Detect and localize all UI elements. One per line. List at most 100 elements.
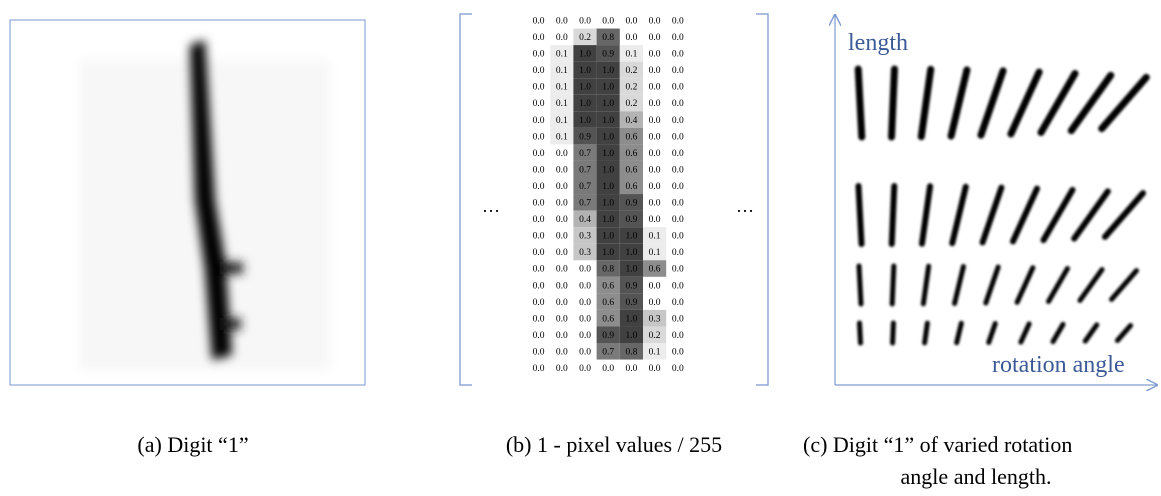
cell-value: 0.0 <box>625 16 637 26</box>
cell-value: 0.0 <box>672 298 684 308</box>
digit-stroke <box>892 186 895 244</box>
cell-value: 0.0 <box>579 281 591 291</box>
digit-stroke <box>951 70 967 136</box>
cell-value: 0.6 <box>602 298 614 308</box>
cell-value: 0.9 <box>579 132 591 142</box>
cell-value: 1.0 <box>602 66 614 76</box>
cell-value: 0.0 <box>579 265 591 275</box>
cell-value: 0.0 <box>556 215 568 225</box>
digit-stroke <box>1080 270 1102 301</box>
cell-value: 0.0 <box>672 232 684 242</box>
cell-value: 0.9 <box>602 331 614 341</box>
cell-value: 0.9 <box>602 50 614 60</box>
cell-value: 0.0 <box>672 66 684 76</box>
cell-value: 0.0 <box>533 364 545 374</box>
cell-value: 0.0 <box>533 182 545 192</box>
digit-stroke <box>1044 190 1073 240</box>
cell-value: 0.0 <box>556 248 568 258</box>
cell-value: 0.0 <box>533 149 545 159</box>
cell-value: 0.7 <box>579 199 591 209</box>
cell-value: 0.2 <box>625 66 637 76</box>
cell-value: 0.0 <box>556 149 568 159</box>
cell-value: 0.0 <box>533 232 545 242</box>
cell-value: 1.0 <box>602 199 614 209</box>
digit-stroke <box>983 188 1002 243</box>
digit-stroke <box>957 323 962 342</box>
digit-stroke <box>1041 74 1075 133</box>
cell-value: 0.0 <box>649 116 661 126</box>
cell-value: 0.7 <box>579 165 591 175</box>
cell-value: 0.0 <box>625 364 637 374</box>
digit-stroke <box>1021 324 1029 342</box>
cell-value: 0.0 <box>672 132 684 142</box>
cell-value: 0.0 <box>672 364 684 374</box>
caption: (c) Digit “1” of varied rotation <box>803 432 1072 457</box>
cell-value: 0.0 <box>533 99 545 109</box>
cell-value: 0.0 <box>556 182 568 192</box>
cell-value: 0.0 <box>649 281 661 291</box>
digit-stroke <box>858 69 862 137</box>
cell-value: 1.0 <box>602 232 614 242</box>
cell-value: 0.1 <box>556 116 568 126</box>
cell-value: 0.0 <box>533 165 545 175</box>
cell-value: 0.0 <box>672 314 684 324</box>
cell-value: 0.0 <box>533 298 545 308</box>
right-bracket <box>756 14 768 385</box>
cell-value: 0.0 <box>649 199 661 209</box>
cell-value: 0.0 <box>649 149 661 159</box>
cell-value: 1.0 <box>602 149 614 159</box>
cell-value: 0.0 <box>533 16 545 26</box>
cell-value: 0.0 <box>579 364 591 374</box>
cell-value: 1.0 <box>625 314 637 324</box>
digit-stroke <box>1053 324 1063 341</box>
cell-value: 0.0 <box>556 314 568 324</box>
cell-value: 0.0 <box>533 265 545 275</box>
cell-value: 0.4 <box>625 116 637 126</box>
cell-value: 0.0 <box>649 99 661 109</box>
cell-value: 0.2 <box>579 33 591 43</box>
digit-stroke <box>989 324 996 343</box>
caption: angle and length. <box>901 464 1052 489</box>
digit-stroke <box>1011 72 1039 134</box>
cell-value: 0.0 <box>649 165 661 175</box>
digit-stroke <box>892 69 895 137</box>
cell-value: 0.9 <box>625 281 637 291</box>
cell-value: 0.0 <box>672 33 684 43</box>
cell-value: 0.0 <box>579 314 591 324</box>
caption: (a) Digit “1” <box>137 432 248 457</box>
digit-image <box>80 40 330 370</box>
cell-value: 0.0 <box>533 50 545 60</box>
digit-stroke <box>1112 271 1137 300</box>
cell-value: 0.0 <box>556 347 568 357</box>
cell-value: 1.0 <box>602 83 614 93</box>
cell-value: 1.0 <box>579 99 591 109</box>
digit-stroke <box>921 69 930 136</box>
cell-value: 0.2 <box>625 99 637 109</box>
cell-value: 0.0 <box>649 298 661 308</box>
cell-value: 0.0 <box>672 331 684 341</box>
figure: … … 0.00.00.00.00.00.00.00.00.00.20.80.0… <box>0 0 1161 496</box>
cell-value: 0.6 <box>625 165 637 175</box>
cell-value: 0.0 <box>533 331 545 341</box>
cell-value: 0.1 <box>649 232 661 242</box>
cell-value: 0.1 <box>649 347 661 357</box>
ellipsis: … <box>482 196 500 216</box>
cell-value: 0.8 <box>625 347 637 357</box>
cell-value: 0.0 <box>556 298 568 308</box>
cell-value: 1.0 <box>602 165 614 175</box>
digit-stroke <box>986 267 998 303</box>
cell-value: 0.0 <box>533 281 545 291</box>
y-axis-label: length <box>848 30 908 56</box>
digit-stroke <box>955 267 964 304</box>
cell-value: 0.0 <box>672 149 684 159</box>
digit-stroke <box>1017 268 1033 303</box>
cell-value: 1.0 <box>579 83 591 93</box>
cell-value: 0.0 <box>672 116 684 126</box>
digit-stroke <box>859 323 860 343</box>
cell-value: 1.0 <box>602 182 614 192</box>
cell-value: 0.0 <box>672 50 684 60</box>
matrix: 0.0 0.0 0.0 0.0 0.0 0.0 0.0 0.0 0.0 0.2 0.8 0.0 0.0 0… <box>533 16 684 374</box>
cell-value: 0.0 <box>579 298 591 308</box>
cell-value: 0.0 <box>672 83 684 93</box>
cell-value: 0.9 <box>625 298 637 308</box>
